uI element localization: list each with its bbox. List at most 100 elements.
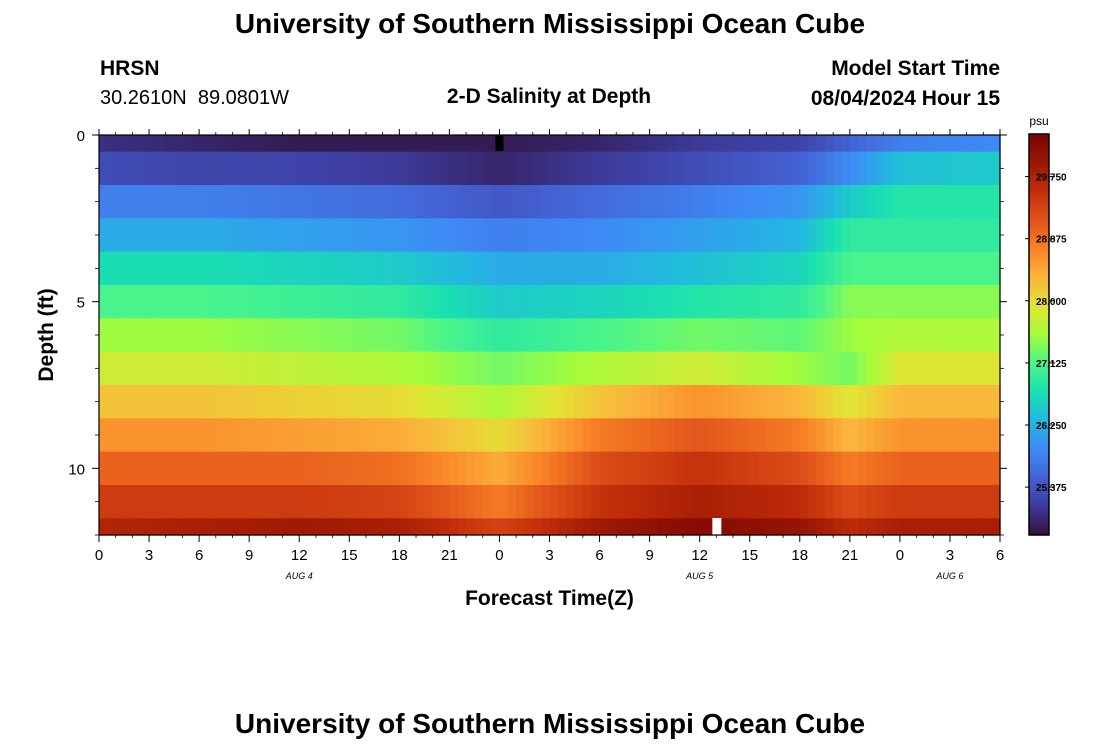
heatmap-cell: [591, 151, 601, 186]
heatmap-cell: [466, 151, 476, 186]
heatmap-cell: [290, 418, 300, 453]
heatmap-cell: [924, 185, 934, 219]
heatmap-cell: [582, 318, 592, 353]
heatmap-cell: [165, 485, 175, 519]
heatmap-cell: [607, 151, 617, 186]
heatmap-cell: [749, 185, 759, 219]
heatmap-cell: [140, 285, 150, 319]
heatmap-cell: [874, 351, 884, 386]
heatmap-cell: [899, 251, 909, 286]
heatmap-cell: [274, 385, 284, 419]
heatmap-cell: [491, 451, 501, 486]
heatmap-cell: [491, 318, 501, 353]
heatmap-cell: [507, 151, 517, 186]
heatmap-cell: [432, 485, 442, 519]
heatmap-cell: [299, 318, 309, 353]
heatmap-cell: [416, 351, 425, 386]
heatmap-cell: [574, 285, 584, 319]
heatmap-cell: [315, 385, 325, 419]
heatmap-cell: [774, 485, 784, 519]
heatmap-cell: [432, 318, 442, 353]
heatmap-cell: [708, 318, 717, 353]
heatmap-cell: [541, 318, 551, 353]
heatmap-cell: [432, 285, 442, 319]
heatmap-cell: [883, 151, 893, 186]
heatmap-cell: [307, 418, 317, 453]
heatmap-cell: [641, 485, 651, 519]
heatmap-cell: [407, 251, 417, 286]
heatmap-cell: [899, 318, 909, 353]
heatmap-cell: [716, 351, 726, 386]
heatmap-cell: [115, 485, 125, 519]
heatmap-cell: [666, 351, 676, 386]
heatmap-cell: [883, 418, 893, 453]
heatmap-cell: [115, 218, 125, 253]
heatmap-cell: [240, 151, 250, 186]
heatmap-cell: [332, 318, 342, 353]
heatmap-cell: [365, 185, 375, 219]
heatmap-cell: [766, 351, 776, 386]
heatmap-cell: [858, 251, 868, 286]
heatmap-cell: [265, 185, 275, 219]
x-tick-label: 6: [595, 547, 603, 564]
heatmap-cell: [941, 485, 951, 519]
heatmap-cell: [107, 518, 117, 536]
heatmap-cell: [407, 385, 417, 419]
heatmap-cell: [374, 485, 384, 519]
heatmap-cell: [924, 285, 934, 319]
heatmap-cell: [99, 185, 108, 219]
heatmap-cell: [833, 318, 843, 353]
heatmap-cell: [699, 218, 709, 253]
heatmap-cell: [874, 185, 884, 219]
heatmap-cell: [532, 318, 542, 353]
heatmap-cell: [808, 485, 818, 519]
heatmap-cell: [557, 318, 567, 353]
heatmap-cell: [983, 218, 993, 253]
heatmap-cell: [699, 385, 709, 419]
heatmap-cell: [941, 318, 951, 353]
heatmap-cell: [240, 451, 250, 486]
heatmap-cell: [240, 351, 250, 386]
heatmap-cell: [265, 385, 275, 419]
heatmap-cell: [374, 285, 384, 319]
heatmap-cell: [599, 151, 609, 186]
heatmap-cell: [549, 485, 559, 519]
heatmap-cell: [799, 351, 809, 386]
x-tick-label: 0: [95, 547, 103, 564]
heatmap-cell: [207, 351, 217, 386]
heatmap-cell: [841, 135, 851, 153]
heatmap-cell: [124, 451, 133, 486]
page-title: University of Southern Mississippi Ocean…: [234, 8, 866, 39]
heatmap-cell: [724, 318, 734, 353]
heatmap-cell: [607, 485, 617, 519]
heatmap-cell: [215, 518, 225, 536]
heatmap-cell: [124, 351, 133, 386]
heatmap-cell: [424, 318, 434, 353]
heatmap-cell: [124, 485, 133, 519]
heatmap-cell: [407, 485, 417, 519]
heatmap-cell: [507, 518, 517, 536]
heatmap-cell: [174, 185, 184, 219]
heatmap-cell: [157, 351, 167, 386]
heatmap-cell: [274, 251, 284, 286]
heatmap-cell: [766, 151, 776, 186]
heatmap-cell: [215, 185, 225, 219]
heatmap-cell: [974, 218, 984, 253]
heatmap-cell: [407, 218, 417, 253]
heatmap-cell: [991, 285, 1001, 319]
footer-title: University of Southern Mississippi Ocean…: [234, 708, 866, 739]
heatmap-cell: [883, 251, 893, 286]
heatmap-cell: [991, 485, 1001, 519]
heatmap-cell: [691, 135, 701, 153]
heatmap-cell: [949, 518, 959, 536]
heatmap-cell: [365, 218, 375, 253]
heatmap-cell: [949, 151, 959, 186]
heatmap-cell: [749, 451, 759, 486]
heatmap-cell: [516, 285, 526, 319]
heatmap-cell: [182, 135, 192, 153]
heatmap-cell: [165, 285, 175, 319]
heatmap-cell: [549, 451, 559, 486]
heatmap-cell: [499, 418, 509, 453]
heatmap-cell: [974, 185, 984, 219]
